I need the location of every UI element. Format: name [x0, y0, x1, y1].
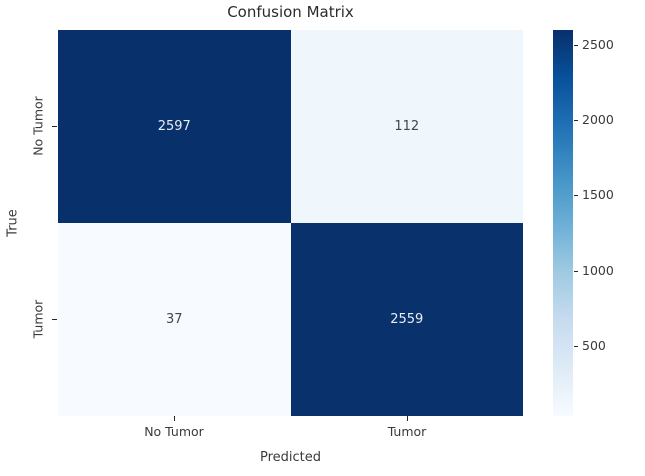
cell-value: 2559	[390, 312, 424, 327]
heatmap-cell-true-tumor-pred-tumor: 2559	[290, 223, 523, 416]
cell-value: 37	[165, 312, 183, 327]
y-tick-label-no-tumor: No Tumor	[30, 96, 46, 156]
heatmap: 2597 112 37 2559	[58, 30, 523, 416]
colorbar-tick-label: 1000	[582, 263, 614, 278]
y-axis-label: True	[5, 209, 21, 237]
colorbar-tick-mark	[574, 120, 578, 121]
cell-value: 2597	[157, 119, 191, 134]
colorbar-tick-label: 1500	[582, 187, 614, 202]
x-tick-mark	[174, 416, 175, 421]
colorbar-tick-label: 500	[582, 338, 606, 353]
colorbar-tick-label: 2000	[582, 112, 614, 127]
x-tick-label-no-tumor: No Tumor	[144, 424, 204, 439]
x-tick-mark	[407, 416, 408, 421]
heatmap-cell-true-notumor-pred-notumor: 2597	[58, 30, 291, 223]
colorbar-tick-mark	[574, 45, 578, 46]
chart-title: Confusion Matrix	[227, 3, 354, 21]
colorbar-tick-label: 2500	[582, 37, 614, 52]
colorbar-tick-mark	[574, 195, 578, 196]
y-tick-mark	[52, 319, 57, 320]
x-tick-label-tumor: Tumor	[387, 424, 427, 439]
colorbar	[553, 30, 573, 416]
heatmap-cell-true-tumor-pred-notumor: 37	[58, 223, 291, 416]
heatmap-cell-true-notumor-pred-tumor: 112	[290, 30, 523, 223]
colorbar-tick-mark	[574, 346, 578, 347]
x-axis-label: Predicted	[259, 450, 322, 465]
colorbar-tick-mark	[574, 271, 578, 272]
cell-value: 112	[394, 119, 420, 134]
y-tick-mark	[52, 126, 57, 127]
y-tick-label-tumor: Tumor	[30, 299, 46, 339]
